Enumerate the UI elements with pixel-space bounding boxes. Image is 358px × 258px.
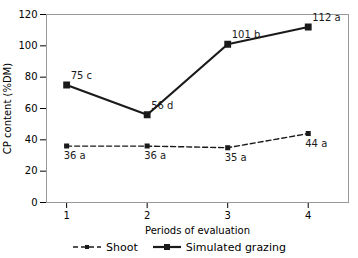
svg-text:112 a: 112 a [312, 12, 340, 23]
svg-text:36 a: 36 a [64, 150, 86, 161]
svg-text:CP content (%DM): CP content (%DM) [2, 63, 13, 154]
html-text:Shoot: Shoot [106, 240, 138, 254]
svg-text:40: 40 [25, 134, 38, 145]
svg-text:20: 20 [25, 165, 38, 176]
svg-text:35 a: 35 a [225, 152, 247, 163]
svg-text:2: 2 [144, 210, 150, 221]
svg-text:101 b: 101 b [232, 29, 261, 40]
svg-text:56 d: 56 d [151, 100, 173, 111]
svg-text:75 c: 75 c [71, 70, 92, 81]
svg-text:Periods of evaluation: Periods of evaluation [145, 225, 250, 236]
svg-text:80: 80 [25, 71, 38, 82]
svg-text:36 a: 36 a [144, 150, 166, 161]
svg-text:4: 4 [305, 210, 311, 221]
html-text:Simulated grazing: Simulated grazing [185, 240, 286, 254]
svg-text:1: 1 [63, 210, 69, 221]
svg-text:44 a: 44 a [305, 138, 327, 149]
svg-text:0: 0 [31, 197, 37, 208]
svg-text:3: 3 [225, 210, 231, 221]
svg-text:60: 60 [25, 103, 38, 114]
svg-text:100: 100 [18, 40, 37, 51]
svg-text:120: 120 [18, 9, 37, 20]
